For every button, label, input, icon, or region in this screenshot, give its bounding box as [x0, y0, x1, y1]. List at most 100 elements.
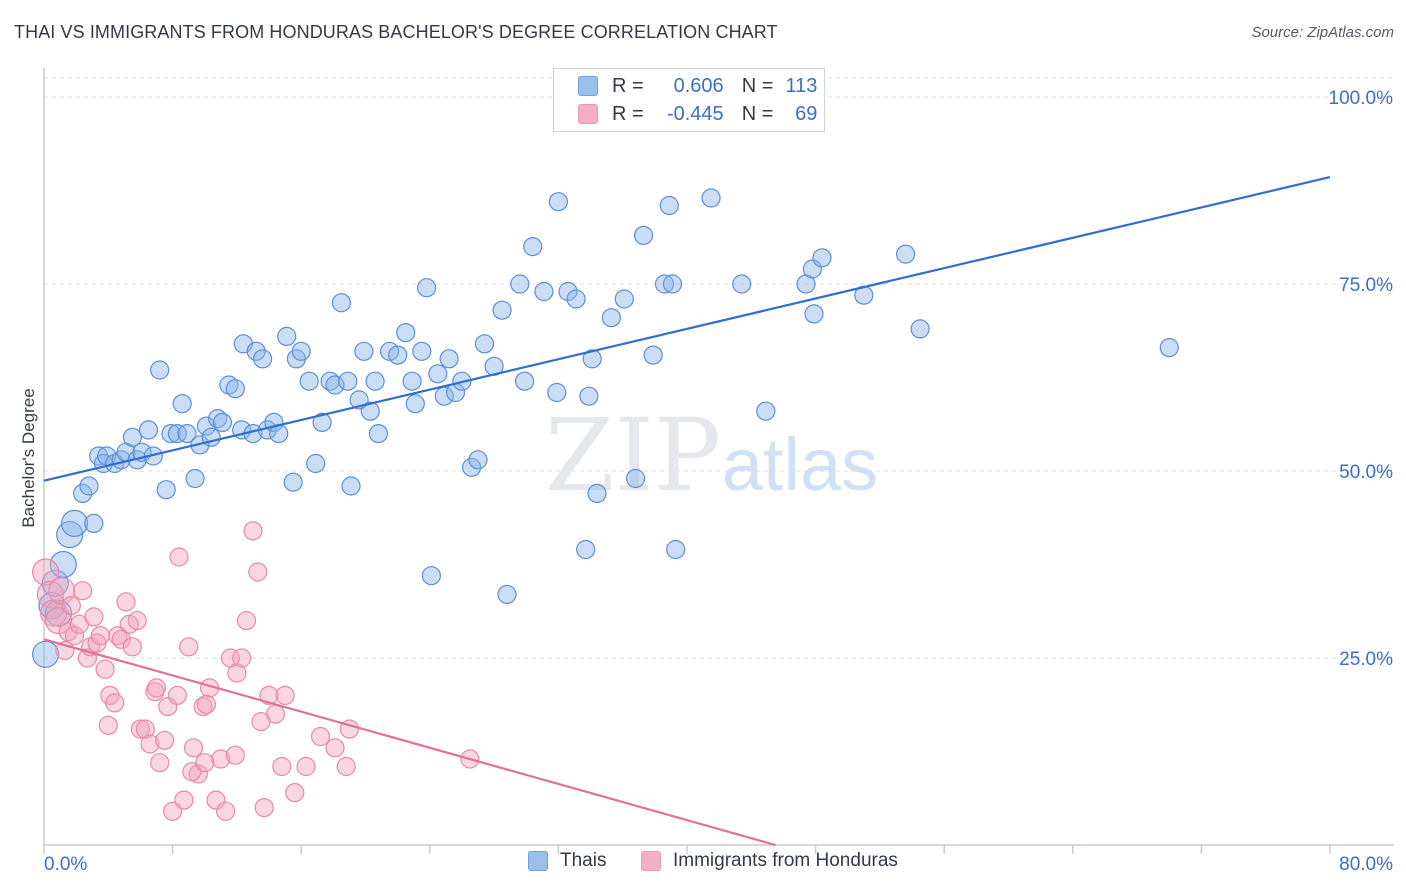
thais-point — [396, 323, 416, 343]
source-label: Source: ZipAtlas.com — [1251, 24, 1394, 41]
thais-point — [365, 371, 385, 391]
thais-point — [601, 308, 622, 328]
honduras-point — [167, 685, 187, 706]
honduras-point — [248, 562, 268, 582]
thais-point — [253, 349, 273, 369]
honduras-point — [84, 607, 104, 627]
honduras-point — [95, 659, 115, 679]
thais-point — [812, 248, 832, 268]
x-tick-label-min: 0.0% — [44, 854, 87, 875]
axes — [43, 68, 1394, 854]
thais-point — [701, 188, 721, 208]
thais-point — [587, 483, 607, 503]
legend-n-value: 69 — [795, 102, 818, 125]
thais-point — [72, 483, 93, 503]
x-tick-label-max: 80.0% — [1339, 854, 1393, 875]
thais-point — [582, 349, 602, 369]
series-swatch-thais — [528, 851, 548, 871]
honduras-point — [195, 753, 215, 773]
honduras-point — [196, 694, 216, 715]
legend-swatch-thais — [578, 76, 598, 96]
thais-point — [492, 300, 512, 320]
thais-point — [633, 225, 654, 245]
trend-lines — [43, 175, 1331, 847]
legend-r-label: R = — [612, 102, 644, 125]
honduras-point — [108, 625, 128, 646]
thais-point — [167, 424, 187, 444]
honduras-point — [225, 745, 245, 765]
honduras-point — [72, 581, 93, 601]
thais-point — [523, 237, 543, 257]
thais-point — [497, 584, 517, 605]
thais-point — [548, 192, 569, 212]
series-legend: Thais Immigrants from Honduras — [0, 850, 1406, 878]
thais-point — [360, 401, 380, 421]
honduras-point — [227, 663, 247, 683]
honduras-point — [285, 782, 305, 803]
honduras-point — [90, 625, 110, 646]
y-tick-label: 50.0% — [1339, 462, 1393, 483]
honduras-point — [296, 756, 316, 777]
honduras-point — [236, 610, 257, 631]
honduras-point — [64, 625, 85, 646]
watermark-zip: ZIP — [545, 397, 721, 514]
thais-point — [31, 640, 60, 668]
thais-point — [579, 386, 599, 406]
series-name-honduras: Immigrants from Honduras — [673, 850, 898, 871]
honduras-point — [127, 610, 147, 631]
thais-point — [325, 375, 345, 395]
series-legend-honduras[interactable]: Immigrants from Honduras — [641, 850, 898, 872]
honduras-point — [243, 521, 263, 541]
honduras-point — [135, 719, 155, 739]
legend-n-label: N = — [741, 74, 774, 97]
thais-point — [468, 450, 488, 470]
thais-point — [405, 394, 425, 414]
legend-n-value: 113 — [785, 74, 818, 97]
thais-point — [428, 364, 448, 384]
legend-row-thais: R = 0.606 N = 113 — [554, 72, 817, 100]
thais-point — [510, 274, 530, 294]
y-tick-label: 100.0% — [1329, 88, 1394, 109]
thais-point — [804, 304, 824, 324]
thais-point — [388, 345, 408, 365]
honduras-point — [211, 749, 231, 769]
chart-title: THAI VS IMMIGRANTS FROM HONDURAS BACHELO… — [14, 22, 778, 42]
honduras-point — [232, 648, 252, 668]
thais-point — [161, 424, 181, 444]
thais-point — [299, 371, 319, 391]
honduras-point — [31, 558, 60, 586]
thais-point — [368, 424, 388, 444]
thais-point — [341, 476, 361, 496]
thais-point — [666, 539, 686, 560]
thais-point — [331, 293, 351, 313]
honduras-point — [130, 719, 150, 739]
thais-point — [156, 480, 176, 500]
honduras-point — [179, 637, 199, 657]
thais-point — [756, 401, 776, 421]
honduras-point — [111, 629, 131, 649]
thais-point — [312, 412, 332, 432]
y-tick-label: 75.0% — [1339, 275, 1393, 296]
honduras-point — [183, 738, 204, 758]
thais-point — [1159, 338, 1179, 358]
y-tick-label: 25.0% — [1339, 649, 1393, 670]
series-name-thais: Thais — [560, 850, 607, 871]
thais-point — [138, 420, 159, 440]
thais-point — [172, 394, 192, 414]
thais-point — [283, 472, 303, 492]
thais-point — [225, 379, 245, 399]
honduras-point — [216, 801, 236, 821]
honduras-point — [259, 685, 279, 706]
tick-labels: 100.0% 75.0% 50.0% 25.0% 0.0% 80.0% — [44, 88, 1393, 875]
honduras-point — [169, 547, 189, 567]
thais-point — [306, 453, 326, 474]
thais-point — [84, 513, 104, 534]
honduras-point — [275, 685, 295, 706]
thais-point — [910, 319, 930, 339]
thais-point — [474, 334, 495, 354]
thais-trend-line — [43, 175, 1331, 482]
honduras-point — [140, 734, 160, 754]
series-legend-thais[interactable]: Thais — [528, 850, 606, 872]
thais-point — [185, 468, 205, 489]
grid-lines — [44, 77, 1394, 659]
